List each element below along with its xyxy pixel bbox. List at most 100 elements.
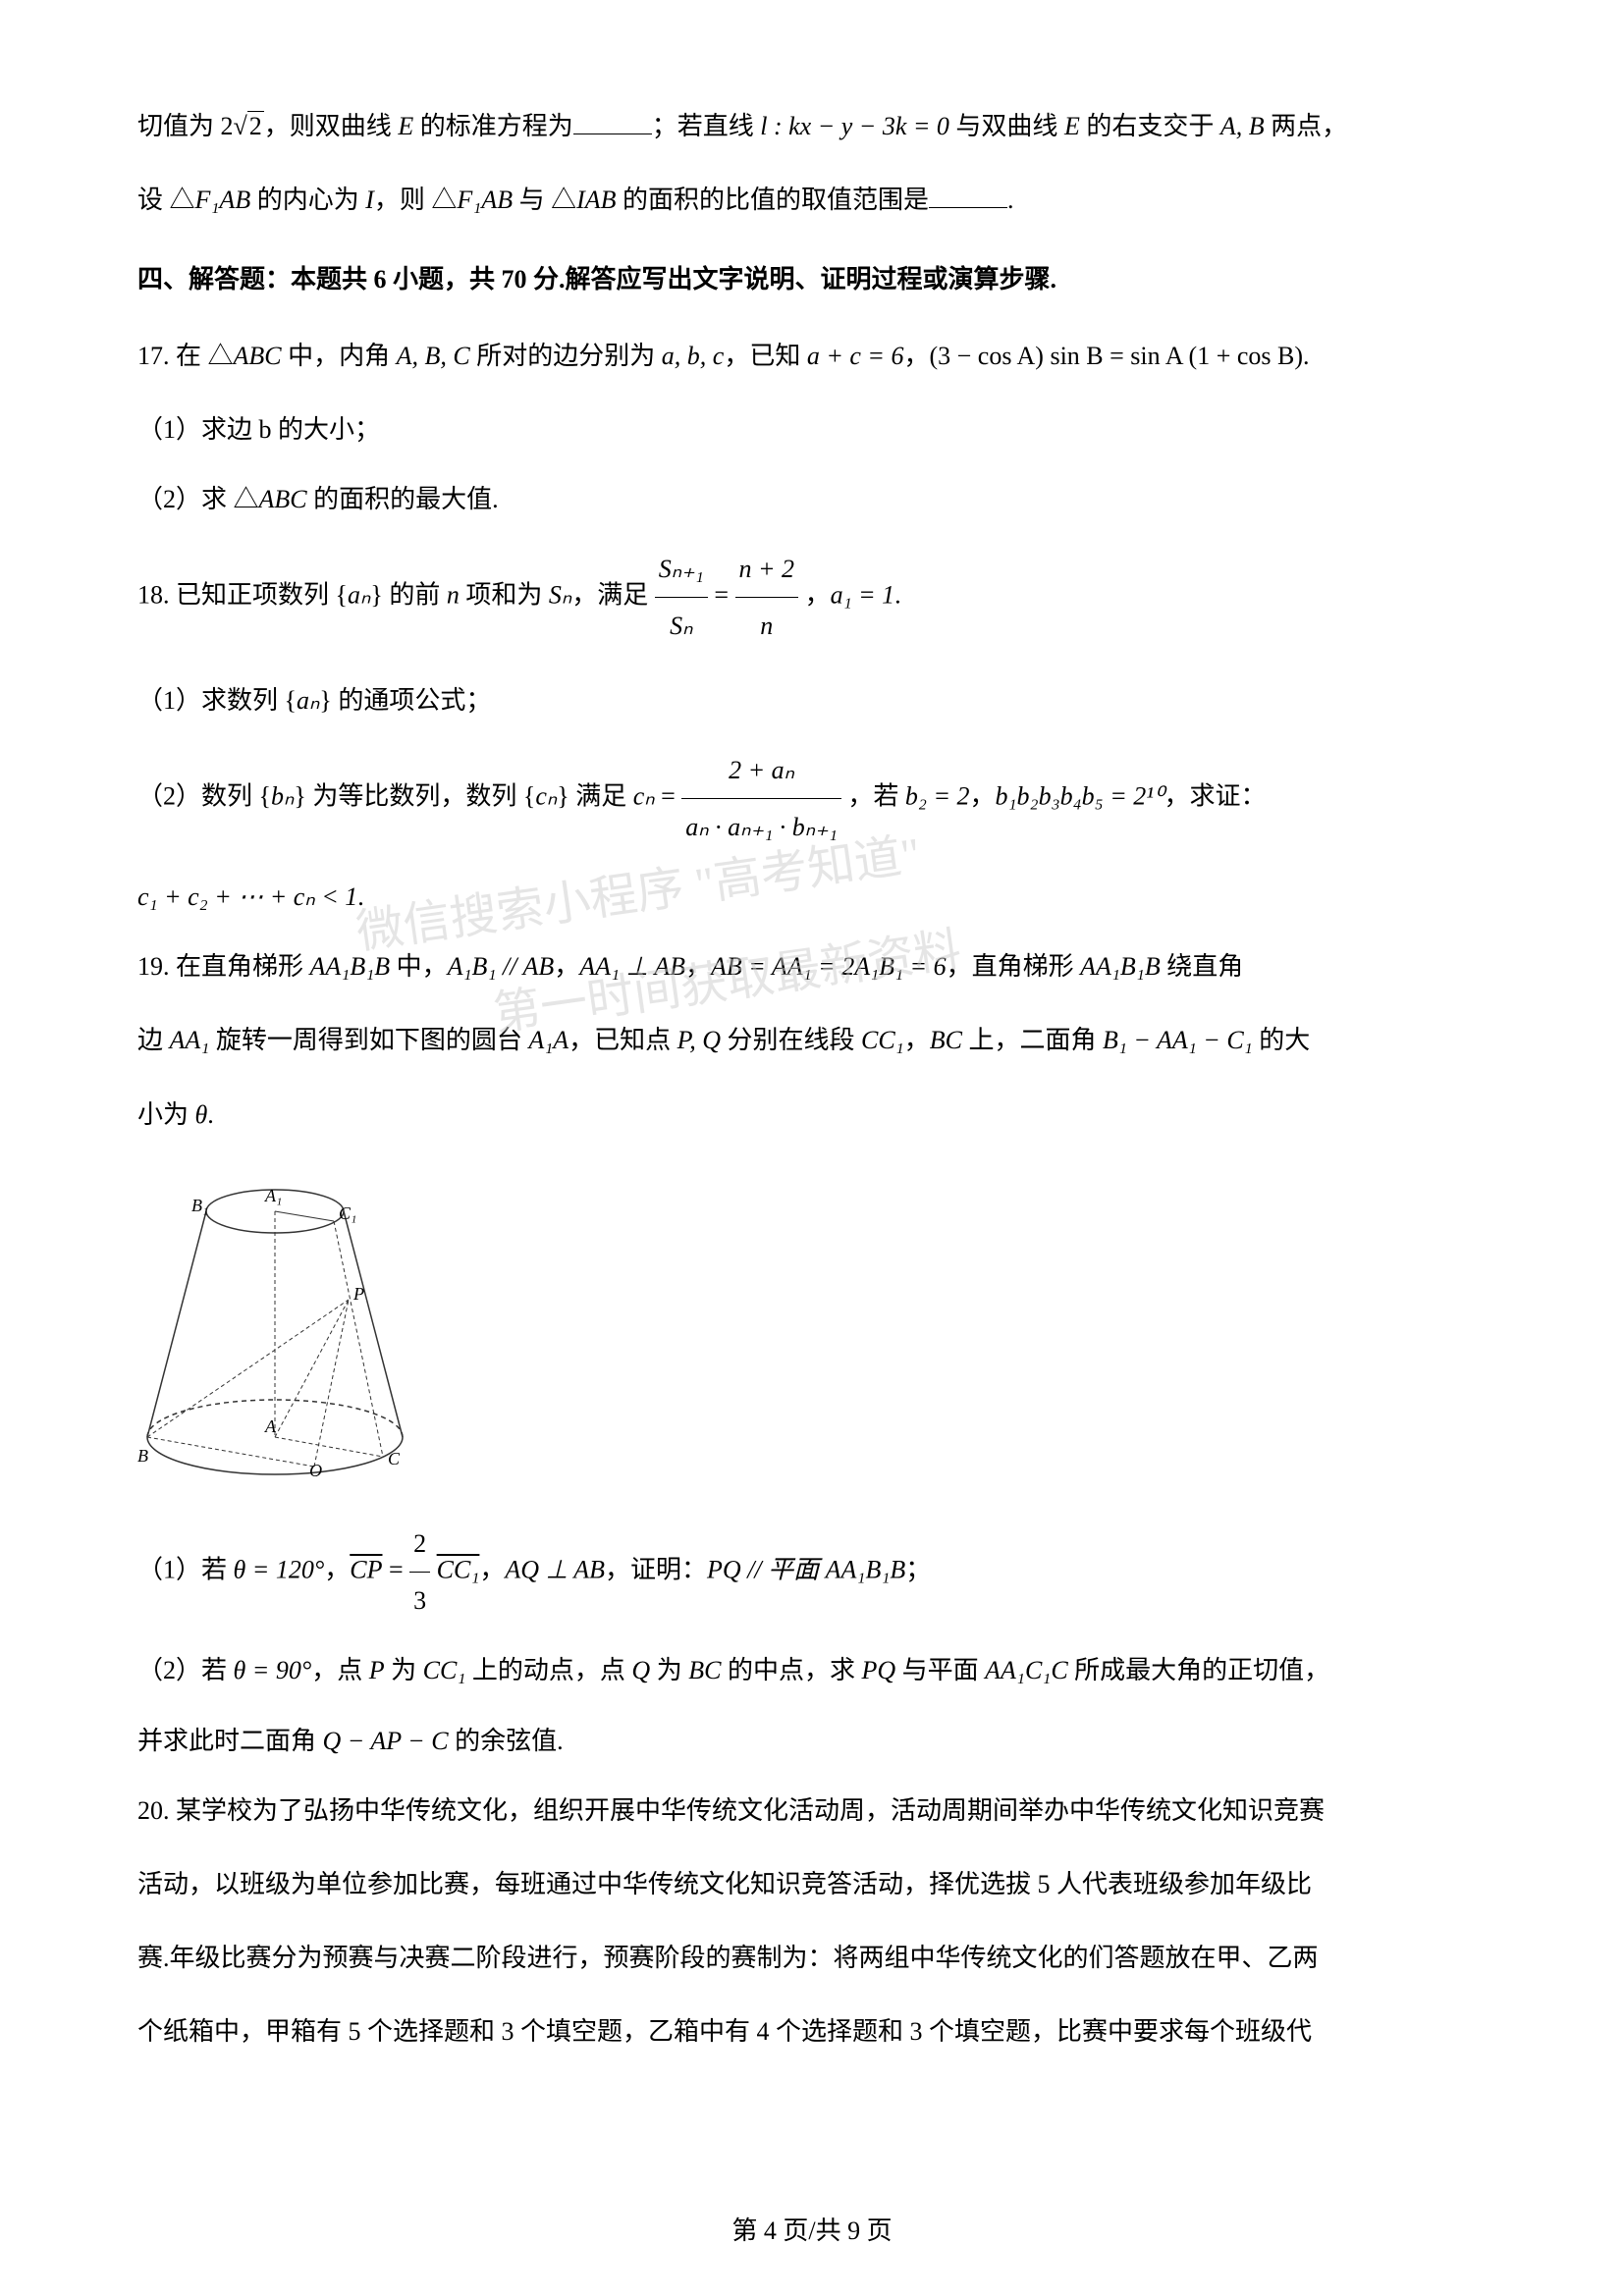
continuation-line2: 设 △F₁AB 的内心为 I，则 △F₁AB 与 △IAB 的面积的比值的取值范… bbox=[137, 172, 1487, 228]
s2fn: 2 + aₙ bbox=[681, 742, 841, 799]
E1: E bbox=[398, 112, 413, 140]
q19-t4: ， bbox=[685, 952, 711, 981]
q19l3a: 小为 bbox=[137, 1100, 195, 1129]
q19-t2: 中， bbox=[390, 952, 448, 981]
q19s2e: 为 bbox=[650, 1656, 688, 1684]
l2d: 与 △ bbox=[513, 186, 576, 214]
q19l3b: . bbox=[207, 1100, 214, 1129]
q19-t6: 绕直角 bbox=[1161, 952, 1244, 981]
l2a: 设 △ bbox=[137, 186, 195, 214]
q18-stem: 18. 已知正项数列 {aₙ} 的前 n 项和为 Sₙ，满足 Sₙ₊₁Sₙ = … bbox=[137, 541, 1487, 654]
q17-ABC: ABC bbox=[234, 342, 282, 370]
q19-sub1-frac: 23 bbox=[409, 1516, 430, 1629]
q18-a1: a₁ = 1 bbox=[831, 581, 895, 610]
q17s2b: ABC bbox=[259, 485, 307, 513]
q19s2pl: AA₁C₁C bbox=[985, 1656, 1068, 1684]
q19l2d: 分别在线段 bbox=[721, 1026, 861, 1054]
l2b: 的内心为 bbox=[250, 186, 365, 214]
t4: 与双曲线 bbox=[949, 112, 1064, 140]
q17-angles: A, B, C bbox=[397, 342, 470, 370]
q19s1th: θ = 120° bbox=[234, 1556, 325, 1584]
q19-sub2: （2）若 θ = 90°，点 P 为 CC₁ 上的动点，点 Q 为 BC 的中点… bbox=[137, 1642, 1487, 1698]
AB: A, B bbox=[1220, 112, 1265, 140]
t3: ；若直线 bbox=[652, 112, 761, 140]
q18-num: 18. bbox=[137, 581, 170, 610]
q19s1a: （1）若 bbox=[137, 1556, 234, 1584]
q18s2a: （2）数列 { bbox=[137, 781, 271, 810]
q19s1d: ，证明： bbox=[605, 1556, 707, 1584]
q19l2g: 的大 bbox=[1253, 1026, 1311, 1054]
f1n: Sₙ₊₁ bbox=[655, 541, 708, 598]
q18-frac1: Sₙ₊₁Sₙ bbox=[655, 541, 708, 654]
q19s2g: 与平面 bbox=[895, 1656, 985, 1684]
q18s2eq: = bbox=[655, 781, 682, 810]
q18s2g: . bbox=[357, 882, 364, 911]
q17-stem: 17. 在 △ABC 中，内角 A, B, C 所对的边分别为 a, b, c，… bbox=[137, 328, 1487, 384]
q19-t5: ，直角梯形 bbox=[947, 952, 1081, 981]
q19s2th: θ = 90° bbox=[234, 1656, 312, 1684]
svg-text:B₁: B₁ bbox=[191, 1196, 208, 1215]
q19s1c: ， bbox=[479, 1556, 505, 1584]
svg-text:C: C bbox=[388, 1449, 401, 1468]
q18-sub1: （1）求数列 {aₙ} 的通项公式； bbox=[137, 672, 1487, 728]
q19l2a: 边 bbox=[137, 1026, 170, 1054]
q19l2c: ，已知点 bbox=[568, 1026, 677, 1054]
q18-an: aₙ bbox=[348, 581, 370, 610]
q18-t5: ， bbox=[805, 581, 831, 610]
q20-l1: 某学校为了弘扬中华传统文化，组织开展中华传统文化活动周，活动周期间举办中华传统文… bbox=[176, 1796, 1325, 1825]
q19s1eq: = bbox=[382, 1556, 409, 1584]
s1fd: 3 bbox=[409, 1573, 430, 1629]
q19s1v: CP bbox=[350, 1556, 382, 1584]
q19-PQ: P, Q bbox=[677, 1026, 721, 1054]
q19-c3: AB = AA₁ = 2A₁B₁ = 6 bbox=[711, 952, 947, 981]
section-4-heading: 四、解答题：本题共 6 小题，共 70 分.解答应写出文字说明、证明过程或演算步… bbox=[137, 251, 1487, 307]
q19s2f: 的中点，求 bbox=[721, 1656, 861, 1684]
q19s2l2a: 并求此时二面角 bbox=[137, 1727, 323, 1755]
q17s2c: 的面积的最大值. bbox=[307, 485, 499, 513]
q18-Sn: Sₙ bbox=[549, 581, 571, 610]
q19-A1A: A₁A bbox=[528, 1026, 568, 1054]
svg-text:Q: Q bbox=[309, 1461, 322, 1476]
q18s2b: } 为等比数列，数列 { bbox=[294, 781, 535, 810]
q20-line3: 赛.年级比赛分为预赛与决赛二阶段进行，预赛阶段的赛制为：将两组中华传统文化的们答… bbox=[137, 1930, 1487, 1986]
t2: 的标准方程为 bbox=[413, 112, 573, 140]
q19s2dh: Q − AP − C bbox=[323, 1727, 449, 1755]
q19-theta: θ bbox=[195, 1100, 208, 1129]
q18s2cn2: cₙ bbox=[633, 781, 655, 810]
q18-frac2: n + 2n bbox=[735, 541, 799, 654]
q17-sub2: （2）求 △ABC 的面积的最大值. bbox=[137, 471, 1487, 527]
page-footer: 第 4 页/共 9 页 bbox=[0, 2211, 1624, 2247]
q17-t3: 所对的边分别为 bbox=[470, 342, 662, 370]
q17-eq1: a + c = 6 bbox=[807, 342, 904, 370]
q17-sides: a, b, c bbox=[662, 342, 725, 370]
blank-1 bbox=[573, 104, 652, 134]
t5: 的右支交于 bbox=[1080, 112, 1220, 140]
q19-stem-line2: 边 AA₁ 旋转一周得到如下图的圆台 A₁A，已知点 P, Q 分别在线段 CC… bbox=[137, 1012, 1487, 1068]
q19-c1: A₁B₁ // AB bbox=[448, 952, 555, 981]
q18-t3: 项和为 bbox=[460, 581, 549, 610]
E2: E bbox=[1064, 112, 1080, 140]
q18s2d: ，若 bbox=[847, 781, 905, 810]
svg-text:A₁: A₁ bbox=[264, 1186, 282, 1205]
l2c: ，则 △ bbox=[374, 186, 458, 214]
frustum-svg: A₁ B₁ C₁ A B C P Q bbox=[137, 1162, 412, 1476]
q19-stem-line3: 小为 θ. bbox=[137, 1087, 1487, 1143]
q17-t4: ，已知 bbox=[724, 342, 807, 370]
q19l2f: 上，二面角 bbox=[962, 1026, 1103, 1054]
svg-text:A: A bbox=[264, 1416, 277, 1436]
q20-line2: 活动，以班级为单位参加比赛，每班通过中华传统文化知识竞答活动，择优选拔 5 人代… bbox=[137, 1856, 1487, 1912]
q18s2c: } 满足 bbox=[557, 781, 632, 810]
q20-num: 20. bbox=[137, 1796, 170, 1825]
q18-eq: = bbox=[714, 581, 734, 610]
q19-sub1: （1）若 θ = 120°，CP = 23 CC₁，AQ ⊥ AB，证明：PQ … bbox=[137, 1516, 1487, 1629]
svg-text:B: B bbox=[137, 1446, 148, 1466]
q19s2d: 上的动点，点 bbox=[465, 1656, 631, 1684]
q18-sub2-sum: c₁ + c₂ + ⋯ + cₙ < 1. bbox=[137, 869, 1487, 925]
l2f: . bbox=[1007, 186, 1014, 214]
q19-sub2-line2: 并求此时二面角 Q − AP − C 的余弦值. bbox=[137, 1713, 1487, 1769]
q19s2l2b: 的余弦值. bbox=[449, 1727, 564, 1755]
q18-t1: 已知正项数列 { bbox=[176, 581, 348, 610]
q20-line1: 20. 某学校为了弘扬中华传统文化，组织开展中华传统文化活动周，活动周期间举办中… bbox=[137, 1783, 1487, 1839]
frustum-figure: A₁ B₁ C₁ A B C P Q bbox=[137, 1162, 1487, 1496]
cont-prefix: 切值为 2 bbox=[137, 112, 234, 140]
